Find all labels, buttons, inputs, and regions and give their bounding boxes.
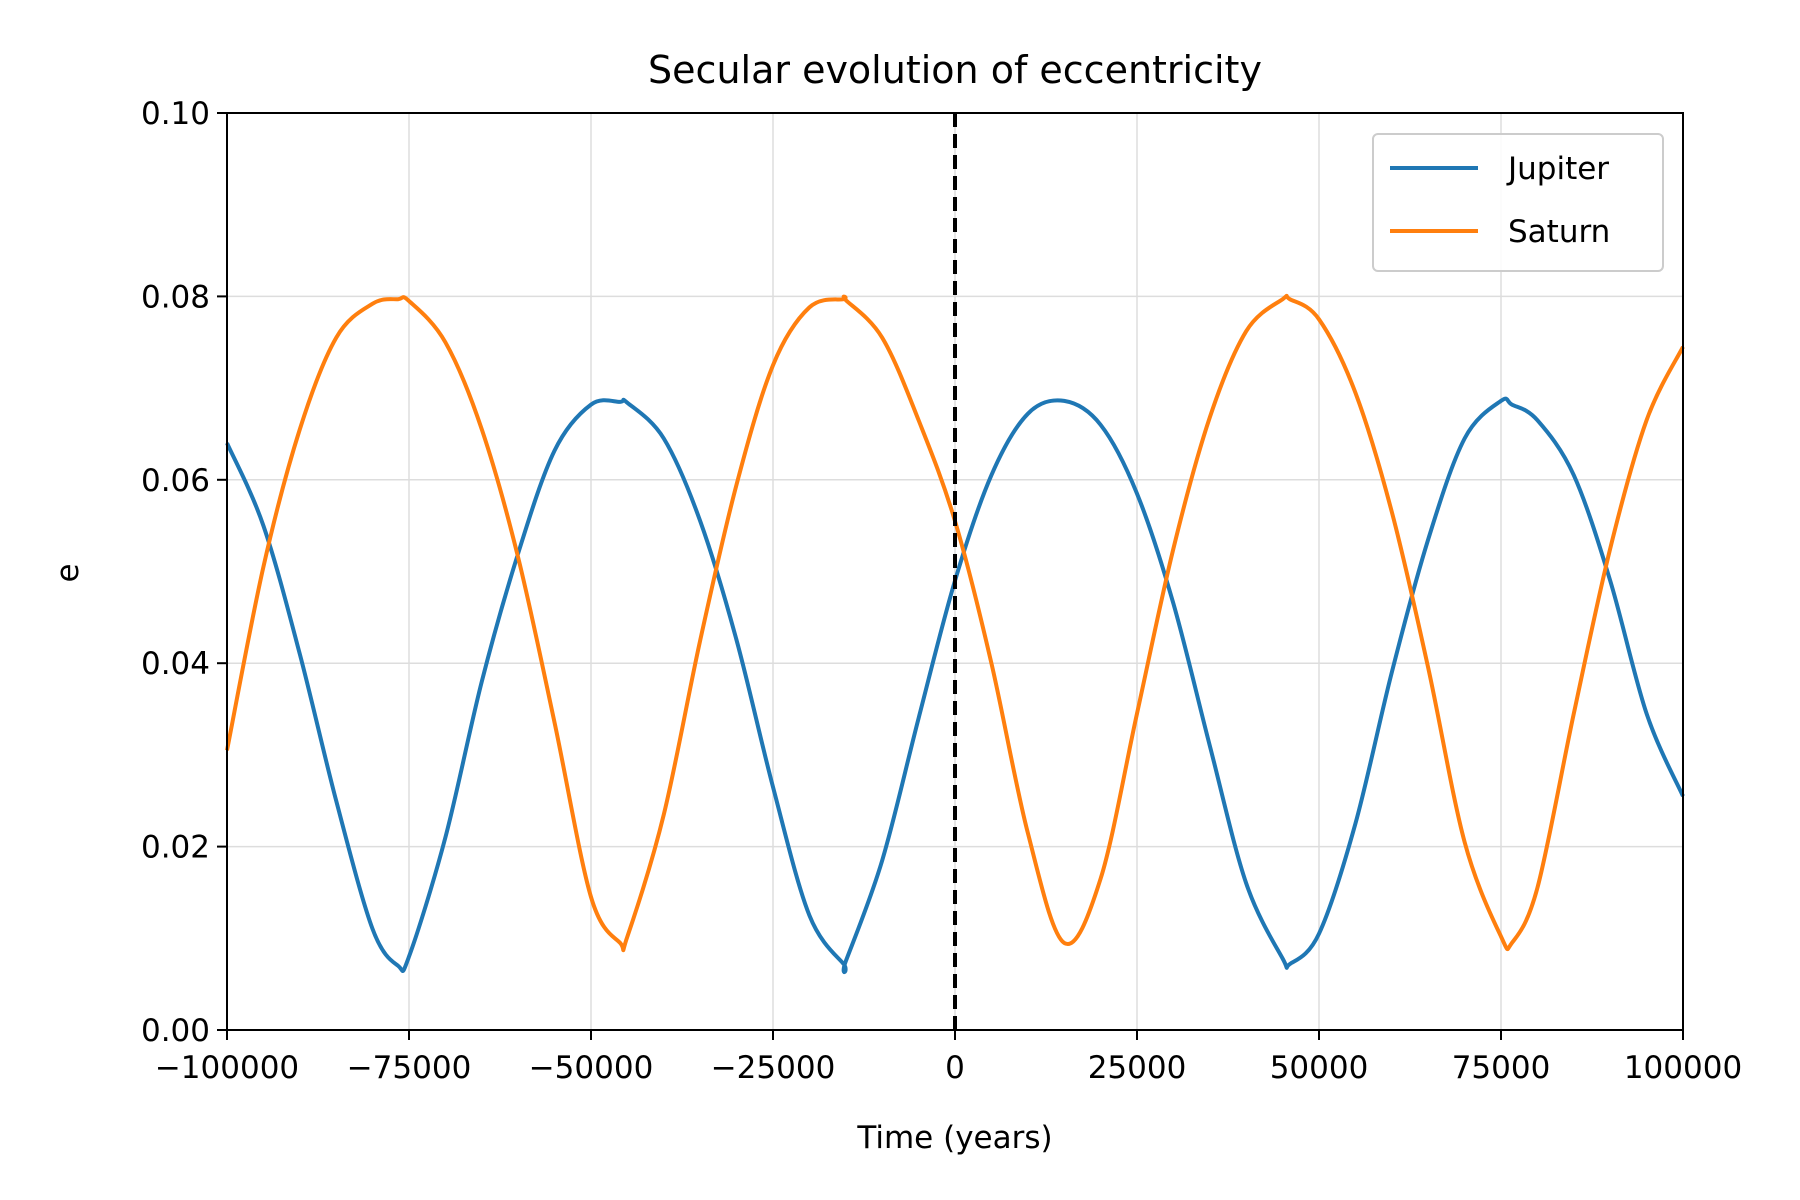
y-tick-label: 0.10 — [141, 96, 210, 132]
x-tick-label: −25000 — [711, 1050, 836, 1086]
axis-ticks: −100000 −75000 −50000 −25000 0 25000 50000 7500… — [141, 96, 1742, 1086]
x-axis-label: Time (years) — [856, 1120, 1052, 1156]
y-tick-label: 0.06 — [141, 463, 210, 499]
legend: Jupiter Saturn — [1372, 133, 1664, 272]
legend-label-saturn: Saturn — [1508, 214, 1610, 250]
y-tick-label: 0.00 — [141, 1013, 210, 1049]
x-tick-label: 50000 — [1270, 1050, 1369, 1086]
x-tick-label: −75000 — [347, 1050, 472, 1086]
x-tick-label: −50000 — [529, 1050, 654, 1086]
x-tick-label: 75000 — [1452, 1050, 1551, 1086]
x-tick-label: 25000 — [1088, 1050, 1187, 1086]
x-tick-label: −100000 — [155, 1050, 299, 1086]
x-tick-label: 100000 — [1624, 1050, 1742, 1086]
x-tick-label: 0 — [945, 1050, 965, 1086]
chart-title: Secular evolution of eccentricity — [648, 48, 1262, 92]
series-line-jupiter — [225, 396, 1685, 974]
y-tick-label: 0.08 — [141, 279, 210, 315]
y-tick-label: 0.02 — [141, 830, 210, 866]
series-line-saturn — [225, 293, 1685, 953]
y-tick-label: 0.04 — [141, 646, 210, 682]
legend-label-jupiter: Jupiter — [1506, 151, 1609, 187]
y-axis-label: e — [50, 563, 86, 582]
series-lines — [225, 293, 1685, 974]
